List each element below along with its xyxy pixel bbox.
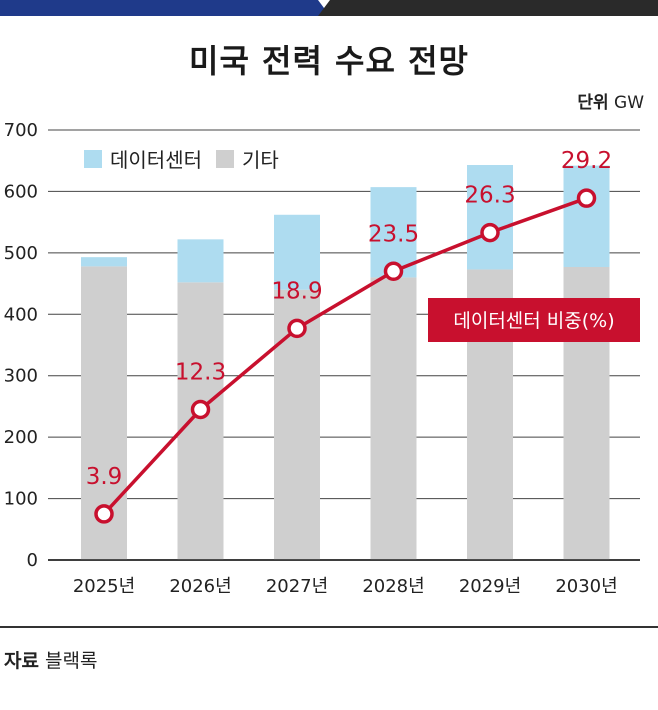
y-tick-label: 200 [4, 427, 38, 448]
callout-label: 데이터센터 비중(%) [453, 310, 614, 332]
header-decoration [0, 0, 658, 16]
share-data-label: 23.5 [368, 221, 419, 247]
legend-label-datacenter: 데이터센터 [110, 148, 202, 172]
legend-label-other: 기타 [242, 148, 279, 172]
share-point [383, 261, 404, 282]
chart-area: 0 100 200 300 400 500 600 700 2025년 2026년 2027년 202… [4, 120, 640, 597]
unit-label: 단위 GW [577, 88, 644, 113]
share-data-label: 3.9 [86, 464, 123, 490]
y-tick-label: 400 [4, 304, 38, 325]
unit-label-key: 단위 [577, 93, 609, 113]
share-point [480, 222, 500, 243]
y-tick-label: 300 [4, 366, 38, 387]
share-point [190, 399, 211, 420]
source-value: 블랙록 [45, 650, 98, 672]
legend-swatch-other [216, 150, 234, 168]
x-tick-label: 2029년 [459, 576, 521, 597]
unit-label-value: GW [614, 93, 644, 113]
x-tick-label: 2028년 [362, 576, 424, 597]
bar-other [370, 277, 417, 560]
bar-datacenter [467, 165, 513, 270]
y-tick-label: 100 [4, 489, 38, 510]
x-tick-label: 2025년 [73, 576, 135, 597]
y-tick-label: 700 [4, 120, 38, 141]
source-note: 자료 블랙록 [4, 646, 97, 673]
header-decoration-shape [0, 0, 658, 16]
chart-title: 미국 전력 수요 전망 [189, 42, 469, 80]
x-tick-label: 2027년 [266, 576, 328, 597]
callout-box [428, 298, 640, 342]
footer-divider [0, 626, 658, 628]
share-point [287, 318, 307, 339]
share-data-label: 29.2 [561, 148, 612, 174]
share-data-label: 18.9 [271, 278, 322, 304]
share-line [102, 196, 588, 516]
bar-datacenter [177, 239, 224, 283]
y-tick-label: 600 [4, 181, 38, 202]
bar-datacenter [81, 257, 127, 267]
bar-datacenter [563, 165, 610, 267]
share-point [576, 188, 597, 208]
x-tick-label: 2026년 [169, 576, 231, 597]
x-tick-label: 2030년 [555, 576, 617, 597]
share-point [94, 504, 114, 524]
bar-other [177, 282, 224, 560]
y-tick-label: 0 [27, 550, 38, 571]
share-data-label: 12.3 [175, 360, 226, 386]
y-tick-label: 500 [4, 243, 38, 264]
line-series-callout: 데이터센터 비중(%) [428, 298, 640, 342]
bar-datacenter [274, 214, 320, 290]
source-label: 자료 [4, 650, 39, 672]
share-data-label: 26.3 [464, 183, 515, 209]
legend-swatch-datacenter [84, 150, 102, 168]
